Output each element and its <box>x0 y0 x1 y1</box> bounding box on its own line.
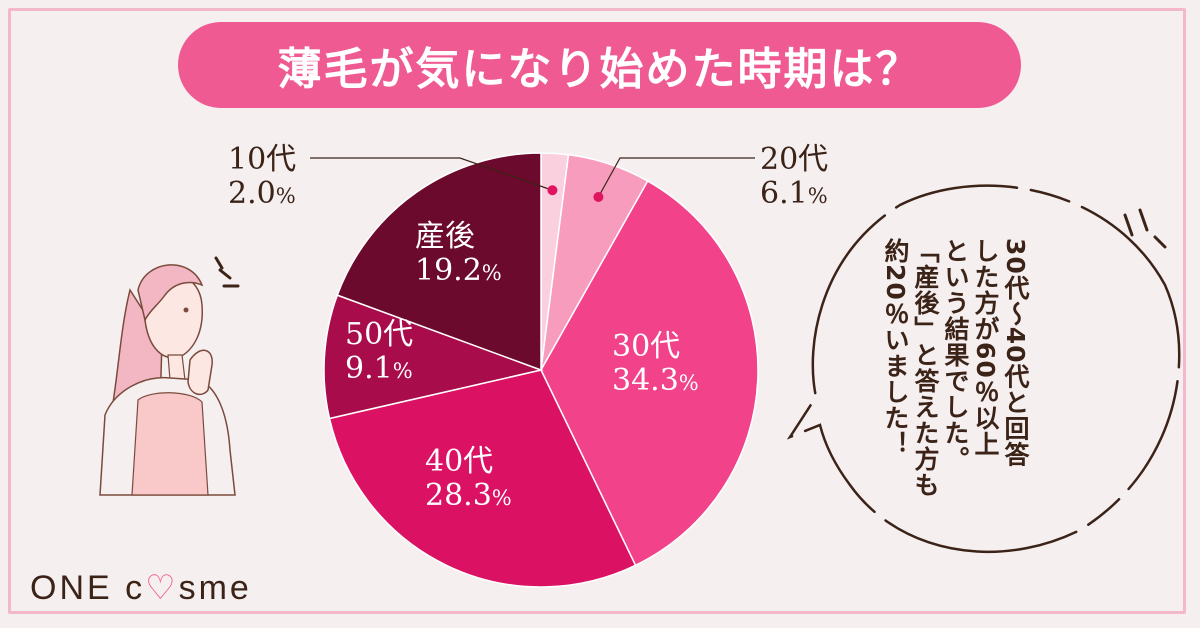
logo-text-prefix: ONE c <box>30 569 146 607</box>
label-50s: 50代 9.1% <box>345 318 413 385</box>
label-20s: 20代 6.1% <box>760 143 828 210</box>
label-20s-name: 20代 <box>760 142 829 177</box>
top <box>131 392 209 496</box>
thinking-woman-illustration <box>99 256 240 496</box>
leader-10s-dot <box>547 185 558 196</box>
label-40s-name: 40代 <box>425 444 494 479</box>
slice-postpartum <box>336 152 542 372</box>
label-50s-name: 50代 <box>345 317 414 352</box>
bubble-line-5: 約20％いました！ <box>881 238 910 457</box>
label-40s: 40代 28.3% <box>425 445 512 512</box>
logo-text-suffix: sme <box>178 569 252 607</box>
label-20s-value: 6.1 <box>760 175 808 211</box>
slice-50s <box>323 294 544 420</box>
brand-logo: ONE c♡sme <box>30 568 252 608</box>
label-40s-unit: % <box>491 485 512 510</box>
page-title: 薄毛が気になり始めた時期は？ <box>277 44 922 95</box>
label-40s-value: 28.3 <box>425 477 492 513</box>
eye <box>183 307 189 313</box>
leader-20s-dot <box>593 192 604 203</box>
bubble-line-2: した方が60％以上 <box>971 238 1000 457</box>
label-20s-unit: % <box>807 183 828 208</box>
label-30s-unit: % <box>678 370 699 395</box>
label-30s-value: 34.3 <box>612 362 679 398</box>
exclamation-marks <box>1123 208 1167 249</box>
label-10s: 10代 2.0% <box>228 143 296 210</box>
label-10s-name: 10代 <box>228 142 297 177</box>
bubble-line-4: 「産後」と答えた方も <box>911 238 940 498</box>
heart-icon: ♡ <box>145 569 179 607</box>
bubble-line-1: 30代～40代と回答 <box>1001 238 1030 468</box>
label-30s-name: 30代 <box>612 329 681 364</box>
speech-bubble-outline <box>786 184 1181 554</box>
label-postpartum-value: 19.2 <box>415 252 482 288</box>
label-10s-unit: % <box>275 183 296 208</box>
label-30s: 30代 34.3% <box>612 330 699 397</box>
label-postpartum: 産後 19.2% <box>415 220 502 287</box>
label-postpartum-unit: % <box>481 260 502 285</box>
slice-30s <box>540 180 759 567</box>
label-50s-value: 9.1 <box>345 350 393 386</box>
hand <box>187 349 213 396</box>
label-50s-unit: % <box>392 358 413 383</box>
label-postpartum-name: 産後 <box>415 219 475 254</box>
card-frame <box>8 8 1186 614</box>
slice-40s <box>328 369 637 588</box>
speech-bubble <box>786 184 1181 554</box>
title-banner: 薄毛が気になり始めた時期は？ <box>178 22 1021 108</box>
leader-20s-line <box>597 157 755 198</box>
label-10s-value: 2.0 <box>228 175 276 211</box>
bubble-line-3: という結果でした。 <box>941 238 970 472</box>
leader-10s-line <box>310 157 553 191</box>
bubble-message: 30代～40代と回答 した方が60％以上 という結果でした。 「産後」と答えた方… <box>880 238 1030 538</box>
hair-front <box>137 264 204 323</box>
thinking-marks <box>214 256 240 288</box>
